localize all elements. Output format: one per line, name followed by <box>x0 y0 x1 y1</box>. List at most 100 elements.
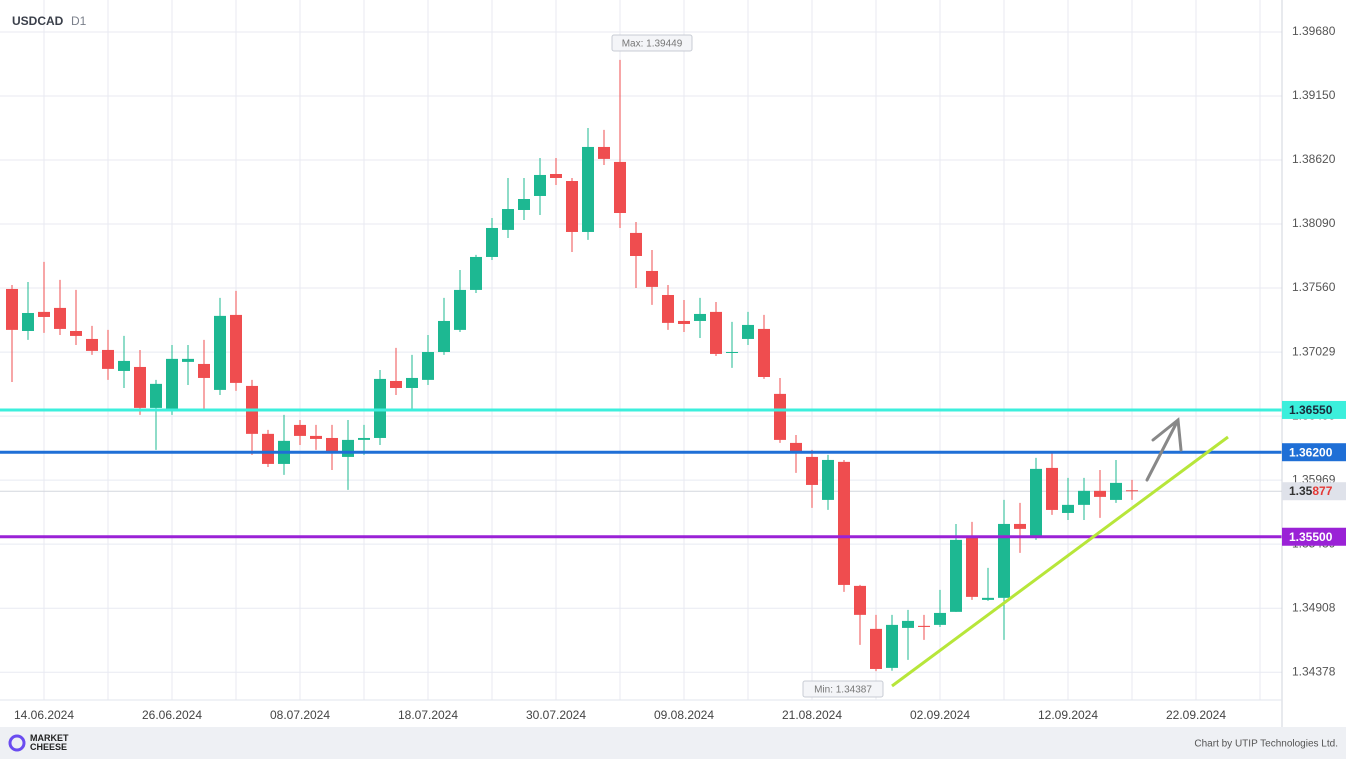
candle-body <box>150 383 162 408</box>
candle-body <box>918 625 930 627</box>
chart-title: USDCAD <box>12 14 64 28</box>
candle-body <box>582 146 594 232</box>
y-tick-label: 1.38090 <box>1292 216 1336 230</box>
price-tag-label: 1.35877 <box>1289 484 1333 498</box>
x-tick-label: 12.09.2024 <box>1038 708 1098 722</box>
candle-body <box>1030 468 1042 536</box>
trend-line <box>891 435 1229 688</box>
candle-body <box>1014 523 1026 529</box>
candle-body <box>662 294 674 323</box>
candle-body <box>86 338 98 351</box>
candle-body <box>950 539 962 612</box>
x-tick-label: 21.08.2024 <box>782 708 842 722</box>
candle-body <box>454 289 466 330</box>
candle-body <box>790 442 802 452</box>
x-tick-label: 09.08.2024 <box>654 708 714 722</box>
candle-body <box>694 313 706 321</box>
candle-body <box>822 459 834 500</box>
x-tick-label: 02.09.2024 <box>910 708 970 722</box>
candle-body <box>534 174 546 196</box>
candle-body <box>1062 504 1074 513</box>
logo-icon <box>8 734 26 752</box>
drawings <box>891 417 1229 688</box>
candle-body <box>886 624 898 668</box>
level-tag-label: 1.35500 <box>1289 530 1333 544</box>
candle-body <box>598 146 610 159</box>
plot <box>0 59 1282 672</box>
candle-body <box>358 437 370 440</box>
candle-body <box>406 377 418 388</box>
x-tick-label: 14.06.2024 <box>14 708 74 722</box>
candle-body <box>102 349 114 369</box>
y-tick-label: 1.34908 <box>1292 600 1336 614</box>
y-tick-label: 1.34378 <box>1292 664 1336 678</box>
price-axis <box>1282 0 1346 727</box>
y-tick-label: 1.38620 <box>1292 152 1336 166</box>
candle-body <box>646 270 658 287</box>
candle-body <box>1046 467 1058 510</box>
candle-body <box>1126 490 1138 492</box>
candle-body <box>726 351 738 353</box>
level-tag <box>1282 443 1346 462</box>
credit: Chart by UTIP Technologies Ltd. <box>1194 739 1338 750</box>
candle-body <box>518 198 530 210</box>
annotation: Max: 1.39449 <box>622 39 683 50</box>
level-tag-label: 1.36200 <box>1289 445 1333 459</box>
candle-body <box>486 227 498 257</box>
candle-body <box>470 256 482 290</box>
x-tick-label: 08.07.2024 <box>270 708 330 722</box>
candle-body <box>774 393 786 440</box>
candle-body <box>198 363 210 378</box>
candle-body <box>310 435 322 439</box>
candle-body <box>166 358 178 410</box>
logo-text: MARKET <box>30 733 69 743</box>
candle-body <box>742 324 754 339</box>
candle-body <box>390 380 402 388</box>
candle-body <box>326 437 338 452</box>
candle-body <box>758 328 770 377</box>
arrow <box>1145 417 1183 482</box>
candle-body <box>262 433 274 464</box>
candle-body <box>870 628 882 669</box>
axis-labels: 1.39680 1.39150 1.38620 1.38090 1.37560 1.370… <box>14 24 1336 722</box>
candle-body <box>118 360 130 371</box>
candle-body <box>566 181 578 232</box>
candle-body <box>6 288 18 330</box>
footer <box>0 727 1346 759</box>
price-tag <box>1282 482 1346 501</box>
candle-body <box>1078 490 1090 505</box>
candle-body <box>1094 490 1106 497</box>
candle-body <box>678 320 690 324</box>
annotation-box <box>611 34 693 52</box>
candle-body <box>998 523 1010 598</box>
candle-body <box>438 320 450 352</box>
candle-body <box>54 307 66 329</box>
level-tag-label: 1.36550 <box>1289 403 1333 417</box>
level-tag <box>1282 527 1346 546</box>
y-tick-label: 1.39680 <box>1292 24 1336 38</box>
y-tick-label: 1.37560 <box>1292 280 1336 294</box>
candle-body <box>134 366 146 408</box>
candle-body <box>854 585 866 615</box>
x-tick-label: 18.07.2024 <box>398 708 458 722</box>
candle-body <box>630 232 642 256</box>
candle-body <box>182 358 194 362</box>
candle-body <box>38 311 50 317</box>
candle-body <box>982 597 994 600</box>
x-tick-label: 26.06.2024 <box>142 708 202 722</box>
candle-body <box>1110 482 1122 500</box>
annotation: Min: 1.34387 <box>814 685 872 696</box>
level-tag <box>1282 400 1346 419</box>
candle-body <box>422 351 434 380</box>
x-tick-label: 22.09.2024 <box>1166 708 1226 722</box>
candle-body <box>294 424 306 436</box>
annotations: 1.35877 1.36550 1.36200 1.35500 Max: 1.39449… <box>611 34 1346 698</box>
logo-text: CHEESE <box>30 742 67 752</box>
chart-subtitle: D1 <box>71 14 87 28</box>
candle-body <box>550 174 562 178</box>
candle-body <box>838 461 850 585</box>
candle-body <box>902 620 914 628</box>
candle-body <box>710 311 722 354</box>
